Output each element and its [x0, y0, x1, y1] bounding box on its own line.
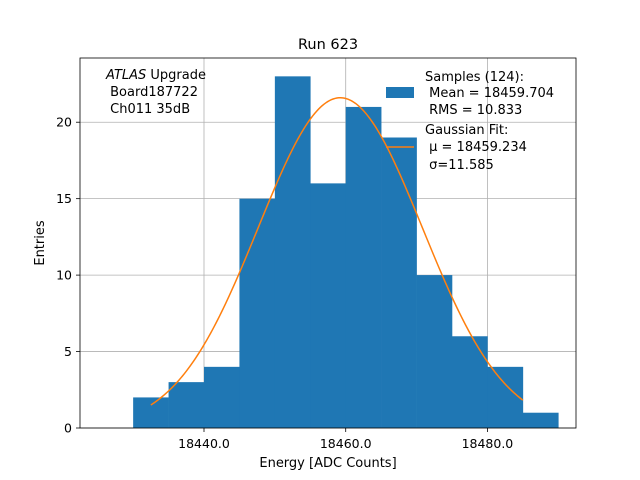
atlas-italic-label: ATLAS [105, 68, 146, 83]
legend-samples-mean: Mean = 18459.704 [425, 86, 554, 101]
legend-fit-title: Gaussian Fit: [425, 123, 508, 138]
histogram-bar [133, 397, 169, 428]
y-axis-label: Entries [33, 220, 48, 266]
atlas-annotation: ATLAS Upgrade Board187722 Ch011 35dB [105, 68, 206, 117]
histogram-bar [416, 275, 453, 428]
legend: Samples (124): Mean = 18459.704 RMS = 10… [386, 70, 554, 173]
y-tick-label: 10 [56, 268, 72, 283]
histogram-bar [168, 382, 205, 428]
gaussian-fit-curve [150, 96, 524, 406]
histogram-bar [239, 198, 276, 428]
legend-fit-sigma: σ=11.585 [425, 158, 494, 173]
atlas-upgrade-label: Upgrade [146, 68, 206, 83]
histogram-bar [487, 366, 524, 428]
y-tick-label: 5 [64, 344, 72, 359]
histogram-bar [274, 76, 311, 428]
annotation-board: Board187722 [106, 85, 198, 100]
y-tick-label: 20 [56, 115, 72, 130]
x-tick-label: 18460.0 [320, 436, 372, 451]
histogram-bar [522, 412, 559, 428]
svg-text:ATLAS Upgrade: ATLAS Upgrade [105, 68, 206, 83]
histogram-bar [310, 183, 347, 428]
chart-title: Run 623 [298, 37, 358, 53]
histogram-bar [345, 106, 382, 428]
histogram-bar [381, 137, 417, 428]
annotation-channel: Ch011 35dB [106, 102, 190, 117]
x-tick-label: 18480.0 [462, 436, 514, 451]
x-axis-ticks: 18440.0 18460.0 18480.0 [178, 428, 513, 451]
legend-samples-rms: RMS = 10.833 [425, 103, 522, 118]
histogram-bar [452, 336, 488, 428]
y-tick-label: 15 [56, 191, 72, 206]
y-axis-ticks: 0 5 10 15 20 [56, 115, 80, 436]
legend-samples-title: Samples (124): [425, 70, 524, 85]
plot-frame [79, 57, 577, 429]
x-tick-label: 18440.0 [178, 436, 230, 451]
y-tick-label: 0 [64, 421, 72, 436]
histogram-bar [204, 366, 240, 428]
x-axis-label: Energy [ADC Counts] [259, 456, 396, 471]
legend-fit-mu: μ = 18459.234 [425, 140, 527, 155]
histogram-bars [133, 76, 559, 428]
legend-samples-swatch [386, 87, 414, 98]
